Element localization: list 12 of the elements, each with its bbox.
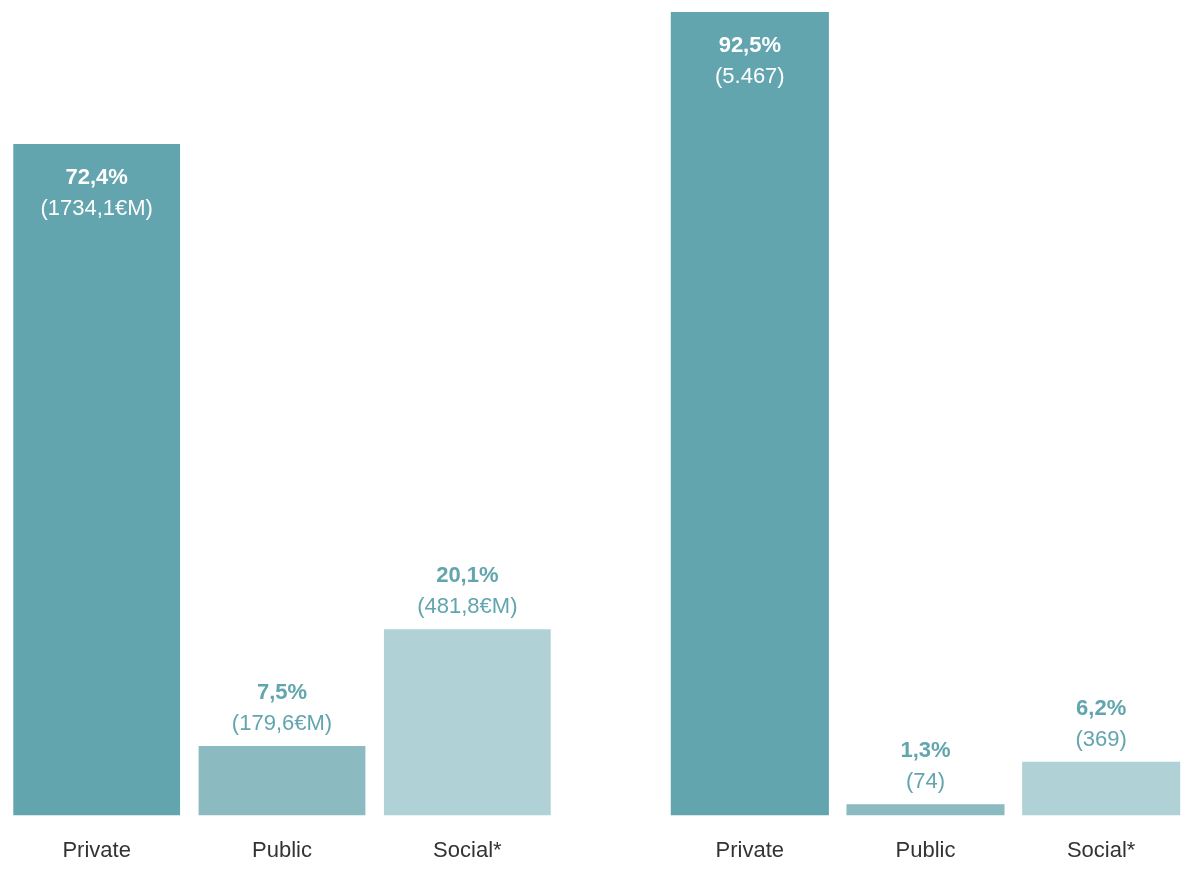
data-label: 6,2% (369) [1075,694,1127,751]
x-tick-label: Social* [1066,836,1136,862]
data-label: 1,3% (74) [900,737,951,794]
x-tick-label: Social* [433,836,503,862]
x-tick-label: Public [895,836,956,862]
x-tick-label: Public [252,836,312,862]
data-label: 7,5% (179,6€M) [231,679,333,736]
data-label: 72,4% (1734,1€M) [40,164,153,220]
x-tick-label: Private [715,836,785,862]
x-tick-label: Private [62,836,131,862]
data-label: 20,1% (481,8€M) [417,562,518,619]
data-label: 92,5% (5.467) [714,32,785,88]
